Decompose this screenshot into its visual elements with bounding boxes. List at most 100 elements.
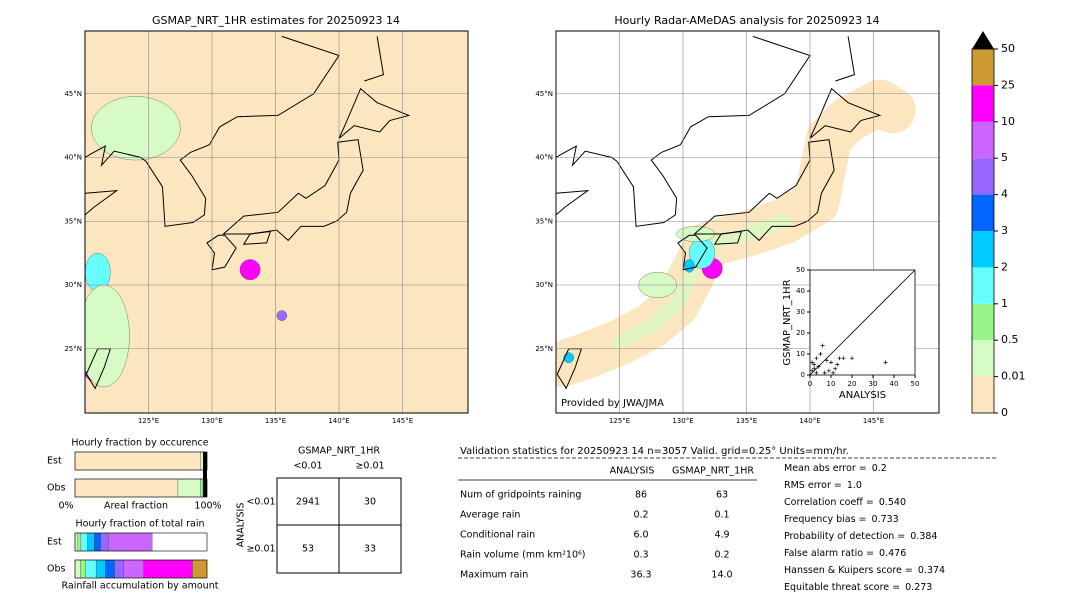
fraction-segment bbox=[80, 532, 88, 552]
scatter-point bbox=[833, 366, 838, 371]
table-cell: 33 bbox=[364, 544, 376, 555]
lon-label: 125°E bbox=[138, 417, 159, 425]
scatter-point bbox=[824, 358, 829, 363]
score-label: Equitable threat score = bbox=[784, 582, 900, 593]
scatter-point bbox=[831, 370, 836, 375]
fraction-segment bbox=[177, 478, 201, 498]
coastline bbox=[222, 139, 364, 242]
lat-label: 40°N bbox=[64, 154, 82, 162]
column-header: ANALYSIS bbox=[610, 466, 655, 477]
map-frame bbox=[555, 30, 940, 414]
left-map-title: GSMAP_NRT_1HR estimates for 20250923 14 bbox=[152, 14, 400, 27]
fraction-segment bbox=[200, 478, 204, 498]
lon-label: 145°E bbox=[863, 417, 884, 425]
lat-label: 45°N bbox=[535, 90, 553, 98]
fraction-segment bbox=[105, 559, 115, 579]
coastline bbox=[693, 139, 835, 242]
y-axis-label: GSMAP_NRT_1HR bbox=[782, 279, 793, 365]
lat-label: 35°N bbox=[535, 217, 553, 225]
lat-label: 25°N bbox=[64, 345, 82, 353]
y-tick-label: 0 bbox=[801, 371, 805, 379]
score-value: 0.273 bbox=[905, 582, 932, 593]
score-value: 0.733 bbox=[872, 514, 899, 525]
colorbar-extend bbox=[972, 31, 994, 49]
scatter-point bbox=[816, 364, 821, 369]
fraction-segment bbox=[123, 559, 144, 579]
colorbar-label: 0 bbox=[1001, 406, 1008, 419]
colorbar-label: 0.5 bbox=[1001, 333, 1019, 346]
y-tick-label: 10 bbox=[796, 350, 805, 358]
colorbar-box bbox=[972, 85, 994, 122]
stat-value: 86 bbox=[635, 490, 647, 501]
scatter-point bbox=[826, 368, 831, 373]
coastline bbox=[206, 234, 237, 271]
stat-value: 6.0 bbox=[633, 530, 648, 541]
rain-blob bbox=[91, 96, 181, 161]
row-label: Est bbox=[47, 537, 62, 548]
colorbar-label: 50 bbox=[1001, 42, 1015, 55]
row-title: ANALYSIS bbox=[236, 503, 247, 548]
fraction-segment bbox=[192, 559, 208, 579]
x-tick-label: 40 bbox=[890, 380, 899, 388]
lon-label: 135°E bbox=[736, 417, 757, 425]
score: False alarm ratio = 0.476 bbox=[784, 548, 906, 559]
lon-label: 135°E bbox=[265, 417, 286, 425]
lon-label: 145°E bbox=[392, 417, 413, 425]
row-label: <0.01 bbox=[246, 497, 275, 508]
fraction-segment bbox=[74, 478, 179, 498]
scatter-point bbox=[810, 368, 815, 373]
y-tick-label: 20 bbox=[796, 329, 805, 337]
lat-label: 30°N bbox=[535, 281, 553, 289]
panel-title: Hourly fraction by occurence bbox=[71, 438, 208, 449]
score-value: 0.540 bbox=[879, 497, 906, 508]
rain-blob bbox=[276, 310, 288, 321]
score: Correlation coeff = 0.540 bbox=[784, 497, 906, 508]
colorbar-label: 10 bbox=[1001, 115, 1015, 128]
axis-right: 100% bbox=[194, 501, 221, 512]
coastline bbox=[85, 348, 112, 390]
score-value: 0.384 bbox=[910, 531, 937, 542]
coastline bbox=[809, 87, 882, 139]
x-tick-label: 0 bbox=[808, 380, 812, 388]
colorbar-label: 0.01 bbox=[1001, 370, 1026, 383]
colorbar-label: 3 bbox=[1001, 224, 1008, 237]
x-axis-label: ANALYSIS bbox=[839, 390, 886, 401]
column-header: GSMAP_NRT_1HR bbox=[672, 466, 754, 477]
stat-label: Rain volume (mm km²10⁶) bbox=[460, 550, 586, 561]
lon-label: 140°E bbox=[328, 417, 349, 425]
stat-value: 63 bbox=[716, 490, 728, 501]
table-cell: 2941 bbox=[296, 497, 320, 508]
credit: Provided by JWA/JMA bbox=[561, 398, 664, 409]
scatter-point bbox=[814, 356, 819, 361]
right-map-title: Hourly Radar-AMeDAS analysis for 2025092… bbox=[614, 14, 879, 27]
coastline bbox=[556, 348, 583, 390]
bar-end bbox=[203, 452, 207, 497]
score-label: Hanssen & Kuipers score = bbox=[784, 565, 913, 576]
scatter-point bbox=[850, 356, 854, 361]
scatter-point bbox=[841, 356, 846, 361]
footer: Rainfall accumulation by amount bbox=[62, 581, 219, 592]
score: Probability of detection = 0.384 bbox=[784, 531, 937, 542]
scatter-point bbox=[810, 360, 815, 365]
fraction-segment bbox=[200, 451, 204, 471]
x-tick-label: 10 bbox=[827, 380, 836, 388]
map-content bbox=[556, 31, 939, 413]
rain-blob bbox=[85, 284, 130, 388]
stat-value: 0.2 bbox=[633, 510, 648, 521]
map: 45°N 40°N 35°N 30°N 25°N 125°E 130°E 135°E 140°E… bbox=[64, 30, 469, 425]
fraction-segment bbox=[77, 532, 82, 552]
scatter-point bbox=[812, 366, 817, 371]
colorbar-box bbox=[972, 376, 994, 413]
bar-frame bbox=[74, 559, 208, 579]
score-label: Correlation coeff = bbox=[784, 497, 874, 508]
lon-label: 125°E bbox=[609, 417, 630, 425]
y-tick-label: 30 bbox=[796, 308, 805, 316]
lat-label: 25°N bbox=[535, 345, 553, 353]
colorbar-label: 2 bbox=[1001, 260, 1008, 273]
scatter-point bbox=[829, 360, 833, 365]
score-label: False alarm ratio = bbox=[784, 548, 874, 559]
table-cell: 53 bbox=[302, 544, 314, 555]
scatter-point bbox=[818, 352, 823, 356]
panel-title: Hourly fraction of total rain bbox=[76, 519, 205, 530]
